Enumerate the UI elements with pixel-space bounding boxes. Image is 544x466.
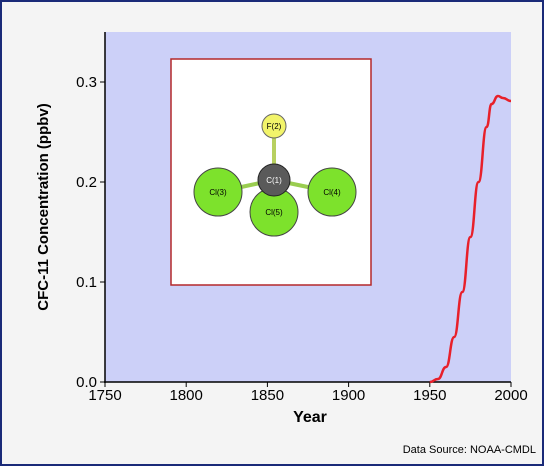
atom-label-cl4: Cl(4) [323, 188, 341, 197]
atom-label-cl3: Cl(3) [209, 188, 227, 197]
x-tick-label: 1950 [413, 387, 446, 404]
atom-cl4 [307, 167, 357, 217]
y-axis-title: CFC-11 Concentration (ppbv) [35, 103, 52, 311]
atom-label-f2: F(2) [267, 122, 282, 131]
atom-c1 [257, 163, 291, 197]
data-source-note: Data Source: NOAA-CMDL [402, 444, 536, 456]
atom-label-cl5: Cl(5) [265, 208, 283, 217]
axis-labels: Year CFC-11 Concentration (ppbv) [35, 103, 327, 426]
x-axis-title: Year [293, 409, 327, 426]
atom-f2 [261, 113, 287, 139]
x-tick-label: 1900 [332, 387, 365, 404]
series-line [429, 94, 512, 384]
y-tick-label: 0.2 [76, 174, 97, 191]
x-tick-label: 2000 [494, 387, 527, 404]
x-tick-label: 1750 [88, 387, 121, 404]
y-tick-label: 0.1 [76, 274, 97, 291]
axes: 1750 1800 1850 1900 1950 2000 0.0 0.1 0.2 0.3 [76, 32, 528, 404]
y-tick-label: 0.0 [76, 374, 97, 391]
series-layer [429, 94, 512, 384]
molecule-inset: F(2) Cl(3) Cl(4) Cl(5) C(1) [170, 58, 372, 286]
y-tick-label: 0.3 [76, 74, 97, 91]
x-tick-label: 1800 [170, 387, 203, 404]
x-tick-label: 1850 [251, 387, 284, 404]
atom-label-c1: C(1) [266, 176, 282, 185]
atom-cl3 [193, 167, 243, 217]
